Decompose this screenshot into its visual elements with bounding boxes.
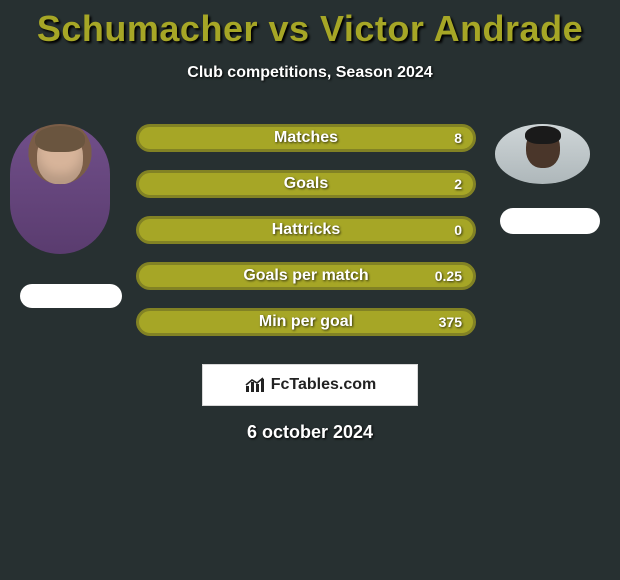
brand-box: FcTables.com bbox=[202, 364, 418, 406]
stat-bar-label: Goals per match bbox=[136, 267, 476, 285]
stat-bars: Matches8Goals2Hattricks0Goals per match0… bbox=[136, 124, 476, 354]
stat-bar-label: Min per goal bbox=[136, 313, 476, 331]
stat-bar-value: 0.25 bbox=[435, 268, 462, 284]
player-left-avatar bbox=[10, 124, 110, 254]
stat-bar: Goals2 bbox=[136, 170, 476, 198]
brand-chart-icon bbox=[244, 376, 266, 394]
stat-bar-label: Hattricks bbox=[136, 221, 476, 239]
stat-bar-label: Goals bbox=[136, 175, 476, 193]
stat-bar-label: Matches bbox=[136, 129, 476, 147]
stat-bar-value: 0 bbox=[454, 222, 462, 238]
stat-bar: Hattricks0 bbox=[136, 216, 476, 244]
brand-text: FcTables.com bbox=[271, 376, 377, 394]
subtitle: Club competitions, Season 2024 bbox=[0, 64, 620, 82]
date-text: 6 october 2024 bbox=[0, 422, 620, 443]
player-right-avatar bbox=[495, 124, 590, 184]
page-title: Schumacher vs Victor Andrade bbox=[0, 0, 620, 50]
player-right-badge bbox=[500, 208, 600, 234]
stat-bar-value: 8 bbox=[454, 130, 462, 146]
stat-bar-value: 2 bbox=[454, 176, 462, 192]
comparison-panel: Matches8Goals2Hattricks0Goals per match0… bbox=[0, 110, 620, 350]
stat-bar-value: 375 bbox=[439, 314, 462, 330]
stat-bar: Matches8 bbox=[136, 124, 476, 152]
stat-bar: Goals per match0.25 bbox=[136, 262, 476, 290]
player-left-badge bbox=[20, 284, 122, 308]
stat-bar: Min per goal375 bbox=[136, 308, 476, 336]
